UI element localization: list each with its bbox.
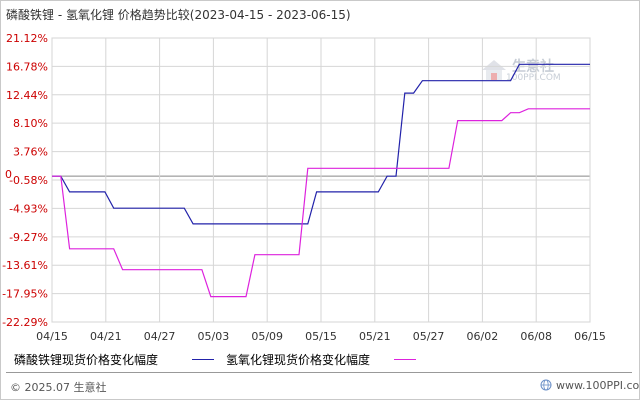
y-tick-label: 21.12% bbox=[6, 32, 48, 45]
x-tick-label: 05/27 bbox=[413, 330, 445, 343]
legend-swatch-series-2 bbox=[394, 359, 416, 360]
legend-swatch-series-1 bbox=[192, 359, 214, 360]
watermark: 生意社 100PPI.COM bbox=[478, 56, 574, 86]
y-tick-label: -22.29% bbox=[2, 316, 48, 329]
x-tick-label: 06/15 bbox=[574, 330, 606, 343]
x-tick-label: 05/15 bbox=[305, 330, 337, 343]
watermark-brand: 生意社 bbox=[512, 59, 554, 75]
footer-site: www.100PPI.com bbox=[556, 379, 640, 392]
zero-label: 0 bbox=[5, 168, 12, 181]
x-tick-label: 06/08 bbox=[520, 330, 552, 343]
x-tick-label: 05/21 bbox=[359, 330, 391, 343]
y-tick-label: -9.27% bbox=[9, 231, 48, 244]
watermark-url: 100PPI.COM bbox=[506, 73, 561, 83]
x-tick-label: 05/09 bbox=[251, 330, 283, 343]
y-tick-label: 16.78% bbox=[6, 60, 48, 73]
y-tick-label: -13.61% bbox=[2, 259, 48, 272]
y-tick-label: -0.58% bbox=[9, 174, 48, 187]
grid bbox=[51, 37, 591, 323]
series-line-1 bbox=[52, 63, 590, 225]
series-lines bbox=[52, 63, 590, 298]
y-axis-labels: 21.12% 16.78% 12.44% 8.10% 3.76% -0.58% -4.93%… bbox=[2, 32, 48, 329]
footer-copyright: © 2025.07 生意社 bbox=[10, 381, 107, 394]
watermark-logo-icon bbox=[482, 60, 506, 80]
x-tick-label: 05/03 bbox=[198, 330, 230, 343]
x-tick-label: 06/02 bbox=[467, 330, 499, 343]
x-tick-label: 04/27 bbox=[144, 330, 176, 343]
globe-icon bbox=[540, 379, 552, 391]
y-tick-label: 3.76% bbox=[13, 146, 48, 159]
chart-title: 磷酸铁锂 - 氢氧化锂 价格趋势比较(2023-04-15 - 2023-06-… bbox=[6, 8, 351, 22]
footer-divider bbox=[6, 372, 632, 373]
y-tick-label: -4.93% bbox=[9, 202, 48, 215]
legend-label-series-2: 氢氧化锂现货价格变化幅度 bbox=[226, 353, 371, 367]
series-line-2 bbox=[52, 108, 590, 298]
x-axis-labels: 04/15 04/21 04/27 05/03 05/09 05/15 05/21 05/27… bbox=[36, 330, 606, 343]
y-tick-label: 8.10% bbox=[13, 117, 48, 130]
y-tick-label: 12.44% bbox=[6, 89, 48, 102]
legend-label-series-1: 磷酸铁锂现货价格变化幅度 bbox=[14, 353, 159, 367]
y-tick-label: -17.95% bbox=[2, 288, 48, 301]
x-tick-label: 04/21 bbox=[90, 330, 122, 343]
x-tick-label: 04/15 bbox=[36, 330, 68, 343]
